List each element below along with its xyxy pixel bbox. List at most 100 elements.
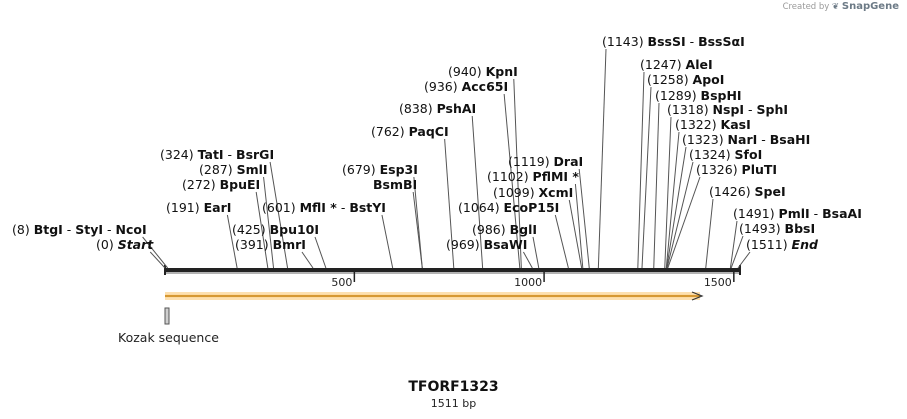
site-position: (272) <box>182 177 220 192</box>
ruler-tick-label: 1500 <box>704 276 732 289</box>
site-position: (1326) <box>696 162 742 177</box>
restriction-sites: (8) BtgI - StyI - NcoI(0) Start (324) Tat… <box>12 34 862 269</box>
restriction-site-label: (1289) BspHI <box>655 88 742 103</box>
restriction-site: (1064) EcoP15I <box>458 200 569 269</box>
restriction-site-label: (1102) PflMI * <box>487 169 579 184</box>
enzyme-name: Acc65I <box>462 79 509 94</box>
enzyme-name: PmlI <box>779 206 810 221</box>
site-leader-line <box>381 214 394 269</box>
enzyme-name: BsmBI <box>373 177 417 192</box>
restriction-site: (191) EarI <box>166 200 238 269</box>
site-position: (936) <box>424 79 462 94</box>
site-position: (324) <box>160 147 198 162</box>
site-leader-line <box>255 191 269 269</box>
restriction-site: (8) BtgI - StyI - NcoI <box>12 222 169 269</box>
restriction-site: (969) BsaWI <box>446 237 533 269</box>
site-leader-line <box>705 198 714 269</box>
site-separator: - <box>757 132 769 147</box>
site-leader-line <box>574 183 584 269</box>
enzyme-name: NspI <box>713 102 745 117</box>
restriction-site: (391) BmrI <box>235 237 314 269</box>
snapgene-credit: Created by ❦ SnapGene <box>783 1 899 12</box>
restriction-site-label: (1426) SpeI <box>709 184 786 199</box>
site-leader-line <box>269 161 289 269</box>
site-leader-line <box>641 86 652 269</box>
enzyme-name: BglI <box>510 222 537 237</box>
site-leader-line <box>513 78 522 269</box>
site-position: (1318) <box>667 102 713 117</box>
site-leader-line <box>149 251 166 269</box>
enzyme-name: BssSI <box>648 34 686 49</box>
enzyme-name: BpuEI <box>220 177 261 192</box>
enzyme-name: PflMI * <box>533 169 580 184</box>
restriction-site-label: BsmBI <box>373 177 417 192</box>
site-leader-line <box>301 251 314 269</box>
enzyme-name: BstYI <box>349 200 386 215</box>
site-position: (0) <box>96 237 118 252</box>
site-leader-line <box>532 236 540 269</box>
restriction-site: (1493) BbsI <box>730 221 816 269</box>
site-position: (940) <box>448 64 486 79</box>
restriction-site: (1143) BssSI - BssSαI <box>597 34 745 269</box>
site-position: (1247) <box>640 57 686 72</box>
site-leader-line <box>314 236 327 269</box>
restriction-site-label: (324) TatI - BsrGI <box>160 147 274 162</box>
enzyme-name: Bpu10I <box>270 222 319 237</box>
restriction-site-label: (1511) End <box>746 237 819 252</box>
site-leader-line <box>666 146 687 269</box>
credit-brand: SnapGene <box>841 1 899 12</box>
site-leader-line <box>737 251 751 269</box>
enzyme-name: PluTI <box>742 162 778 177</box>
restriction-site: (1247) AleI <box>637 57 713 269</box>
site-separator: - <box>63 222 75 237</box>
snapgene-logo-icon: ❦ <box>832 2 840 12</box>
credit-prefix: Created by <box>782 2 830 12</box>
enzyme-name: SfoI <box>735 147 763 162</box>
enzyme-name: MflI * <box>300 200 338 215</box>
site-position: (1258) <box>647 72 693 87</box>
site-position: (1143) <box>602 34 648 49</box>
restriction-site-label: (1064) EcoP15I <box>458 200 559 215</box>
enzyme-name: ApoI <box>693 72 725 87</box>
restriction-site: (936) Acc65I <box>424 79 521 269</box>
site-leader-line <box>412 191 423 269</box>
site-leader-line <box>597 48 607 269</box>
restriction-site: (287) SmlI <box>199 162 275 269</box>
enzyme-name: EcoP15I <box>504 200 560 215</box>
enzyme-name: BspHI <box>701 88 742 103</box>
restriction-site: (272) BpuEI <box>182 177 269 269</box>
enzyme-name: SphI <box>757 102 789 117</box>
restriction-site-label: (287) SmlI <box>199 162 268 177</box>
kozak-feature-box <box>164 307 170 325</box>
enzyme-name: XcmI <box>539 185 574 200</box>
orf-arrow-head <box>691 291 704 301</box>
site-position: (838) <box>399 101 437 116</box>
restriction-site-label: (762) PaqCI <box>371 124 449 139</box>
restriction-site-label: (391) BmrI <box>235 237 306 252</box>
restriction-site: (1258) ApoI <box>641 72 725 269</box>
restriction-site: (1324) SfoI <box>666 147 762 269</box>
site-position: (1322) <box>675 117 721 132</box>
restriction-site: (838) PshAI <box>399 101 484 269</box>
site-leader-line <box>578 168 590 269</box>
site-position: (425) <box>232 222 270 237</box>
restriction-site: (1102) PflMI * <box>487 169 584 269</box>
site-position: (1323) <box>682 132 728 147</box>
restriction-site-label: (940) KpnI <box>448 64 518 79</box>
restriction-site: (0) Start <box>96 237 166 269</box>
restriction-site: (1511) End <box>737 237 819 269</box>
site-position: (1289) <box>655 88 701 103</box>
site-leader-line <box>503 93 521 269</box>
enzyme-name: BsrGI <box>236 147 274 162</box>
site-position: (1119) <box>508 154 554 169</box>
enzyme-name: KpnI <box>486 64 518 79</box>
site-position: (762) <box>371 124 409 139</box>
restriction-site-label: (425) Bpu10I <box>232 222 319 237</box>
restriction-site-label: (1324) SfoI <box>689 147 762 162</box>
enzyme-name: AleI <box>686 57 713 72</box>
restriction-site-label: (838) PshAI <box>399 101 476 116</box>
restriction-site-label: (601) MflI * - BstYI <box>262 200 386 215</box>
enzyme-name: BbsI <box>785 221 816 236</box>
restriction-site: (425) Bpu10I <box>232 222 327 269</box>
